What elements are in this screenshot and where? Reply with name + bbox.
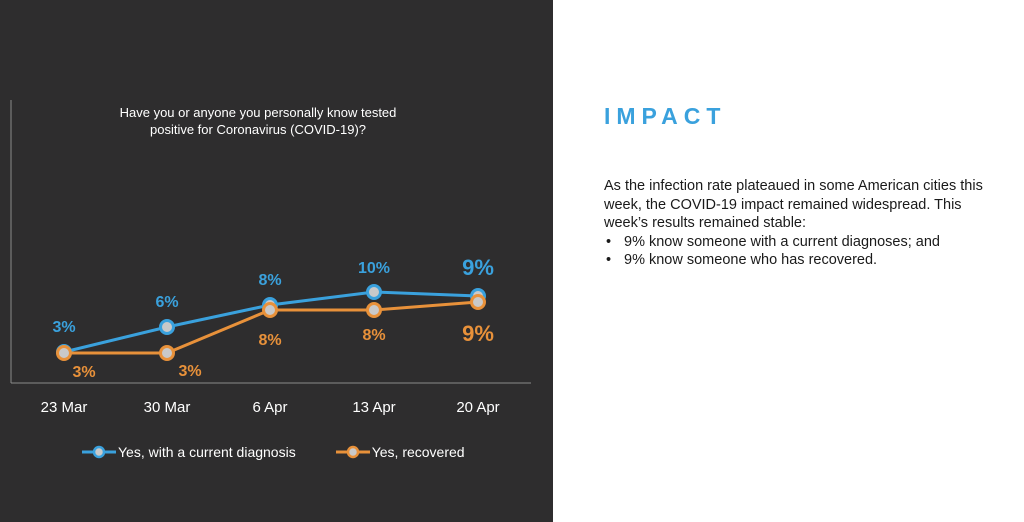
legend-label-recovered: Yes, recovered	[371, 444, 465, 460]
data-point-current	[366, 284, 382, 300]
legend-item-recovered: Yes, recovered	[335, 444, 465, 460]
data-label-recovered: 8%	[362, 327, 385, 344]
data-point-recovered	[159, 345, 175, 361]
x-tick-label: 30 Mar	[144, 399, 191, 416]
data-point-recovered	[262, 302, 278, 318]
impact-body: As the infection rate plateaued in some …	[604, 177, 984, 270]
impact-bullet: 9% know someone with a current diagnoses…	[604, 233, 984, 252]
data-label-current: 6%	[155, 294, 178, 311]
x-tick-label: 23 Mar	[41, 399, 88, 416]
impact-bullet: 9% know someone who has recovered.	[604, 251, 984, 270]
data-point-recovered	[366, 302, 382, 318]
legend-swatch-recovered	[335, 445, 370, 459]
impact-paragraph: As the infection rate plateaued in some …	[604, 178, 983, 231]
impact-heading: IMPACT	[604, 103, 727, 129]
impact-bullet-list: 9% know someone with a current diagnoses…	[604, 233, 984, 270]
data-point-recovered	[470, 294, 486, 310]
data-label-current: 8%	[258, 272, 281, 289]
chart-panel: 23 Mar 30 Mar 6 Apr 13 Apr 20 Apr 3% 6% 8% 10% 9%…	[0, 0, 553, 522]
x-tick-label: 20 Apr	[456, 399, 499, 416]
line-chart: 23 Mar 30 Mar 6 Apr 13 Apr 20 Apr 3% 6% 8% 10% 9%…	[10, 100, 531, 416]
legend-swatch-current	[82, 445, 116, 459]
data-point-recovered	[56, 345, 72, 361]
data-label-current: 9%	[462, 255, 494, 280]
legend-item-current: Yes, with a current diagnosis	[82, 444, 296, 460]
data-label-recovered: 3%	[72, 364, 95, 381]
chart-title: Have you or anyone you personally know t…	[119, 105, 397, 137]
chart-legend: Yes, with a current diagnosis Yes, recov…	[82, 443, 505, 461]
data-label-recovered: 8%	[258, 332, 281, 349]
x-tick-label: 6 Apr	[252, 399, 287, 416]
x-tick-label: 13 Apr	[352, 399, 395, 416]
data-label-recovered: 3%	[178, 363, 201, 380]
legend-label-current: Yes, with a current diagnosis	[118, 444, 296, 460]
data-label-current: 3%	[52, 319, 75, 336]
impact-panel: IMPACT As the infection rate plateaued i…	[553, 0, 1024, 522]
data-label-recovered: 9%	[462, 321, 494, 346]
data-label-current: 10%	[358, 260, 390, 277]
data-point-current	[159, 319, 175, 335]
